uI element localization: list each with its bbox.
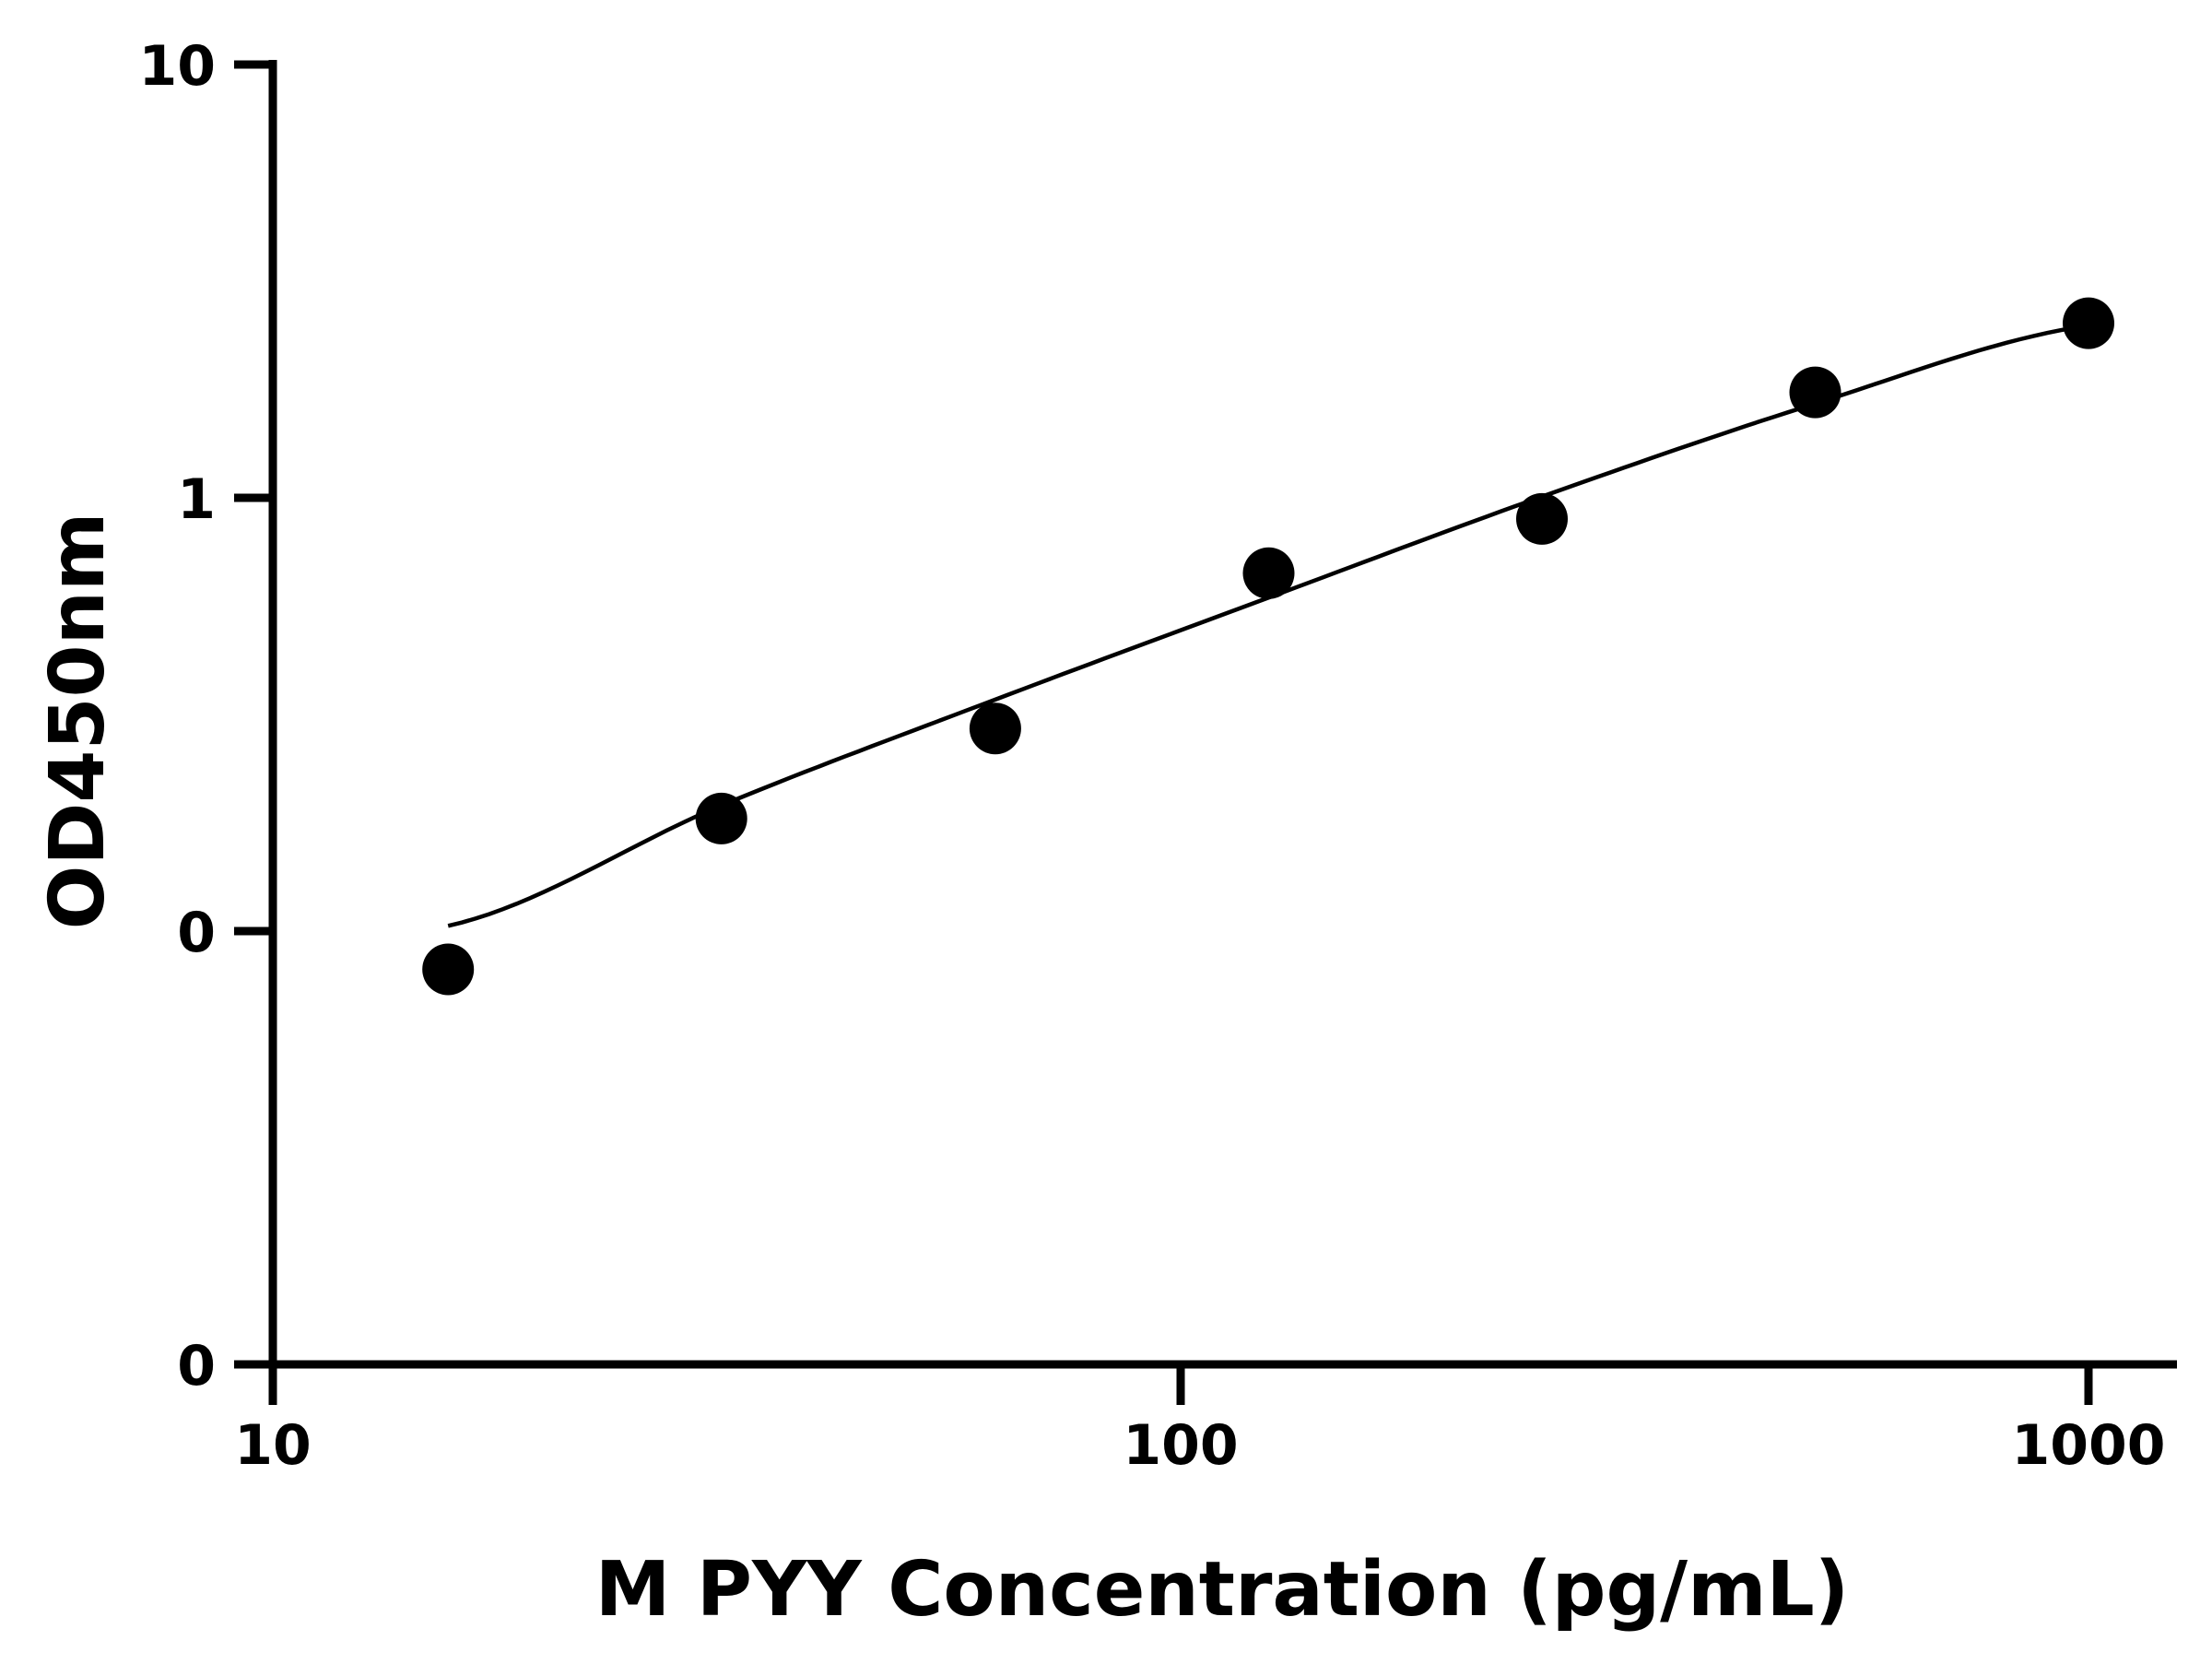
x-tick-label: 100 (1123, 1413, 1238, 1478)
y-ticks: 0 0 1 10 (139, 34, 273, 1398)
data-point (422, 943, 475, 996)
y-tick-label: 1 (177, 467, 216, 532)
data-point (2063, 297, 2114, 349)
data-point (1789, 366, 1841, 419)
y-tick-label: 0 (177, 901, 216, 965)
x-tick-label: 10 (234, 1413, 312, 1478)
y-tick-label: 10 (139, 34, 217, 99)
axes (234, 60, 2177, 1369)
y-axis-title: OD450nm (34, 513, 122, 930)
x-axis-title: M PYY Concentration (pg/mL) (595, 1546, 1850, 1634)
x-ticks: 10 100 1000 (234, 1364, 2166, 1478)
data-point (1516, 492, 1568, 545)
x-tick-label: 1000 (2012, 1413, 2166, 1478)
data-points (422, 297, 2114, 996)
fit-curve (447, 323, 2089, 928)
data-point (969, 702, 1021, 755)
y-tick-label: 0 (177, 1334, 216, 1398)
data-point (695, 792, 747, 844)
data-point (1242, 547, 1295, 599)
